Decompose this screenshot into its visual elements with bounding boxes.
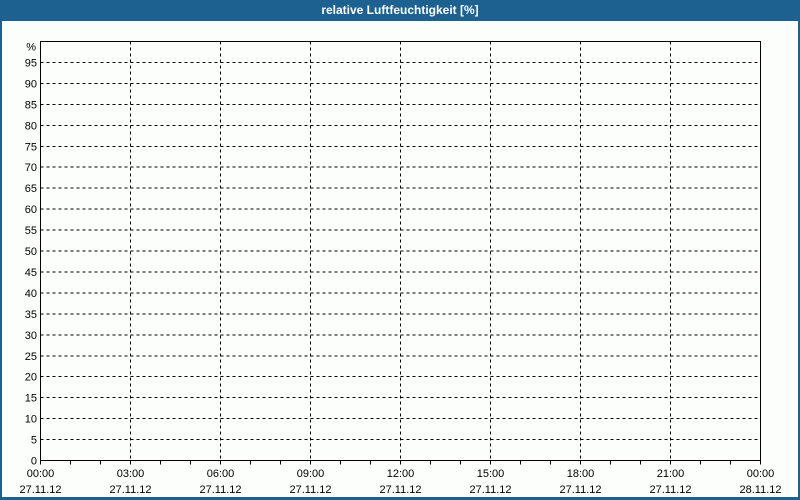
x-date-label: 27.11.12 bbox=[469, 484, 511, 496]
y-tick-label: 90 bbox=[25, 78, 37, 90]
y-tick-label: 15 bbox=[25, 393, 37, 405]
x-time-label: 06:00 bbox=[207, 468, 235, 480]
chart-title: relative Luftfeuchtigkeit [%] bbox=[321, 3, 479, 17]
x-date-label: 28.11.12 bbox=[739, 484, 781, 496]
y-tick-label: 65 bbox=[25, 183, 37, 195]
y-tick-label: 70 bbox=[25, 162, 37, 174]
y-tick-label: 20 bbox=[25, 372, 37, 384]
y-tick-label: 30 bbox=[25, 330, 37, 342]
x-time-label: 00:00 bbox=[27, 468, 55, 480]
y-tick-label: 80 bbox=[25, 120, 37, 132]
x-date-label: 27.11.12 bbox=[199, 484, 241, 496]
x-date-label: 27.11.12 bbox=[559, 484, 601, 496]
title-bar: relative Luftfeuchtigkeit [%] bbox=[2, 0, 798, 21]
y-tick-label: 10 bbox=[25, 414, 37, 426]
y-tick-label: 75 bbox=[25, 141, 37, 153]
x-date-label: 27.11.12 bbox=[109, 484, 151, 496]
y-unit-label: % bbox=[26, 42, 36, 54]
y-tick-label: 85 bbox=[25, 99, 37, 111]
x-date-label: 27.11.12 bbox=[649, 484, 691, 496]
x-time-label: 21:00 bbox=[657, 468, 685, 480]
y-tick-label: 35 bbox=[25, 309, 37, 321]
y-tick-label: 40 bbox=[25, 288, 37, 300]
x-time-label: 18:00 bbox=[567, 468, 595, 480]
y-tick-label: 45 bbox=[25, 267, 37, 279]
x-date-label: 27.11.12 bbox=[379, 484, 421, 496]
x-time-label: 12:00 bbox=[387, 468, 415, 480]
y-tick-label: 60 bbox=[25, 204, 37, 216]
x-time-label: 00:00 bbox=[747, 468, 775, 480]
y-tick-label: 55 bbox=[25, 225, 37, 237]
y-tick-label: 25 bbox=[25, 351, 37, 363]
y-tick-label: 50 bbox=[25, 246, 37, 258]
y-tick-label: 0 bbox=[31, 456, 37, 468]
x-time-label: 09:00 bbox=[297, 468, 325, 480]
x-time-label: 03:00 bbox=[117, 468, 145, 480]
x-time-label: 15:00 bbox=[477, 468, 505, 480]
x-date-label: 27.11.12 bbox=[19, 484, 61, 496]
y-tick-label: 95 bbox=[25, 57, 37, 69]
y-tick-label: 5 bbox=[31, 435, 37, 447]
x-date-label: 27.11.12 bbox=[289, 484, 331, 496]
